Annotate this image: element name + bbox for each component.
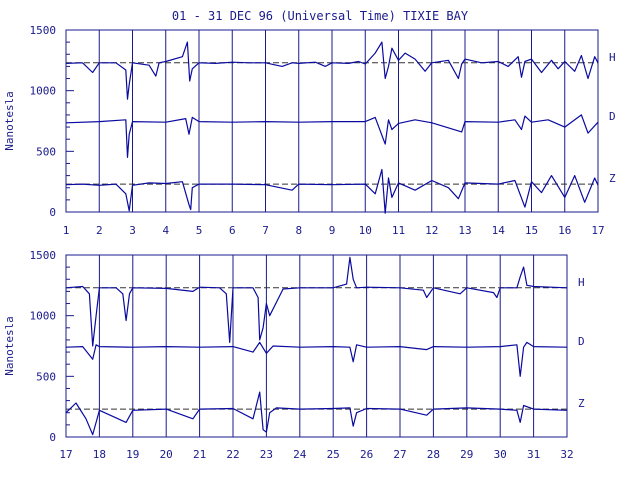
panel-2-y-tick-label: 1000 [30,310,57,323]
panel-1-series-d-trace [65,114,599,158]
panel-2-plot-frame [65,254,568,438]
panel-2-series-h-label: H [578,276,585,289]
panel-2-x-tick-label: 32 [560,448,573,461]
panel-2-x-tick-label: 27 [393,448,406,461]
panel-1-y-tick-label: 500 [36,145,56,158]
panel-2-x-tick-label: 19 [126,448,139,461]
panel-1-series-h-trace [65,41,599,100]
panel-1-series-z-label: Z [609,172,616,185]
panel-2-x-tick-label: 23 [260,448,273,461]
panel-2-x-tick-label: 31 [527,448,540,461]
panel-2-x-tick-label: 18 [93,448,106,461]
panel-1-x-tick-label: 9 [329,224,336,237]
panel-2-x-tick-label: 28 [427,448,440,461]
panel-2-x-tick-label: 30 [494,448,507,461]
panel-1-x-tick-label: 15 [525,224,538,237]
panel-1-series-z-trace [65,168,599,214]
panel-1-y-tick-label: 1500 [30,24,57,37]
panel-1-y-tick-label: 0 [49,206,56,219]
panel-1-x-tick-label: 4 [162,224,169,237]
panel-2-x-tick-label: 24 [293,448,307,461]
panel-1-x-tick-label: 12 [425,224,438,237]
panel-1-x-tick-label: 17 [591,224,604,237]
panel-1-x-tick-label: 5 [196,224,203,237]
panel-1-x-tick-label: 6 [229,224,236,237]
panel-2-y-tick-label: 1500 [30,249,57,262]
panel-2-y-tick-label: 500 [36,370,56,383]
panel-2-x-tick-label: 20 [160,448,173,461]
panel-1-series-h-label: H [609,51,616,64]
panel-2-series-d-label: D [578,335,585,348]
panel-2-y-tick-label: 0 [49,431,56,444]
panel-1-x-tick-label: 7 [262,224,269,237]
panel-1-y-tick-label: 1000 [30,85,57,98]
panel-1-x-tick-label: 3 [129,224,136,237]
panel-2-x-tick-label: 17 [59,448,72,461]
panel-1-series-d-label: D [609,110,616,123]
panel-1-x-tick-label: 10 [359,224,372,237]
panel-1-x-tick-label: 2 [96,224,103,237]
panel-1-x-tick-label: 16 [558,224,571,237]
panel-2-series-d-trace [65,341,568,377]
panel-1-x-tick-label: 14 [492,224,506,237]
panel-2-y-axis-label: Nanotesla [3,316,16,376]
panel-1-x-tick-label: 13 [458,224,471,237]
panel-2-x-tick-label: 29 [460,448,473,461]
panel-2-x-tick-label: 25 [327,448,340,461]
panel-2-series-h-trace [65,256,568,347]
panel-1-x-tick-label: 11 [392,224,405,237]
chart-title: 01 - 31 DEC 96 (Universal Time) TIXIE BA… [172,9,469,23]
panel-2-series-z-label: Z [578,397,585,410]
panel-2-series-z-trace [65,391,568,436]
panel-2-x-tick-label: 21 [193,448,206,461]
panel-1-x-tick-label: 1 [63,224,70,237]
panel-1-y-axis-label: Nanotesla [3,91,16,151]
panel-2-x-tick-label: 22 [226,448,239,461]
panel-2-x-tick-label: 26 [360,448,373,461]
panel-1-x-tick-label: 8 [295,224,302,237]
